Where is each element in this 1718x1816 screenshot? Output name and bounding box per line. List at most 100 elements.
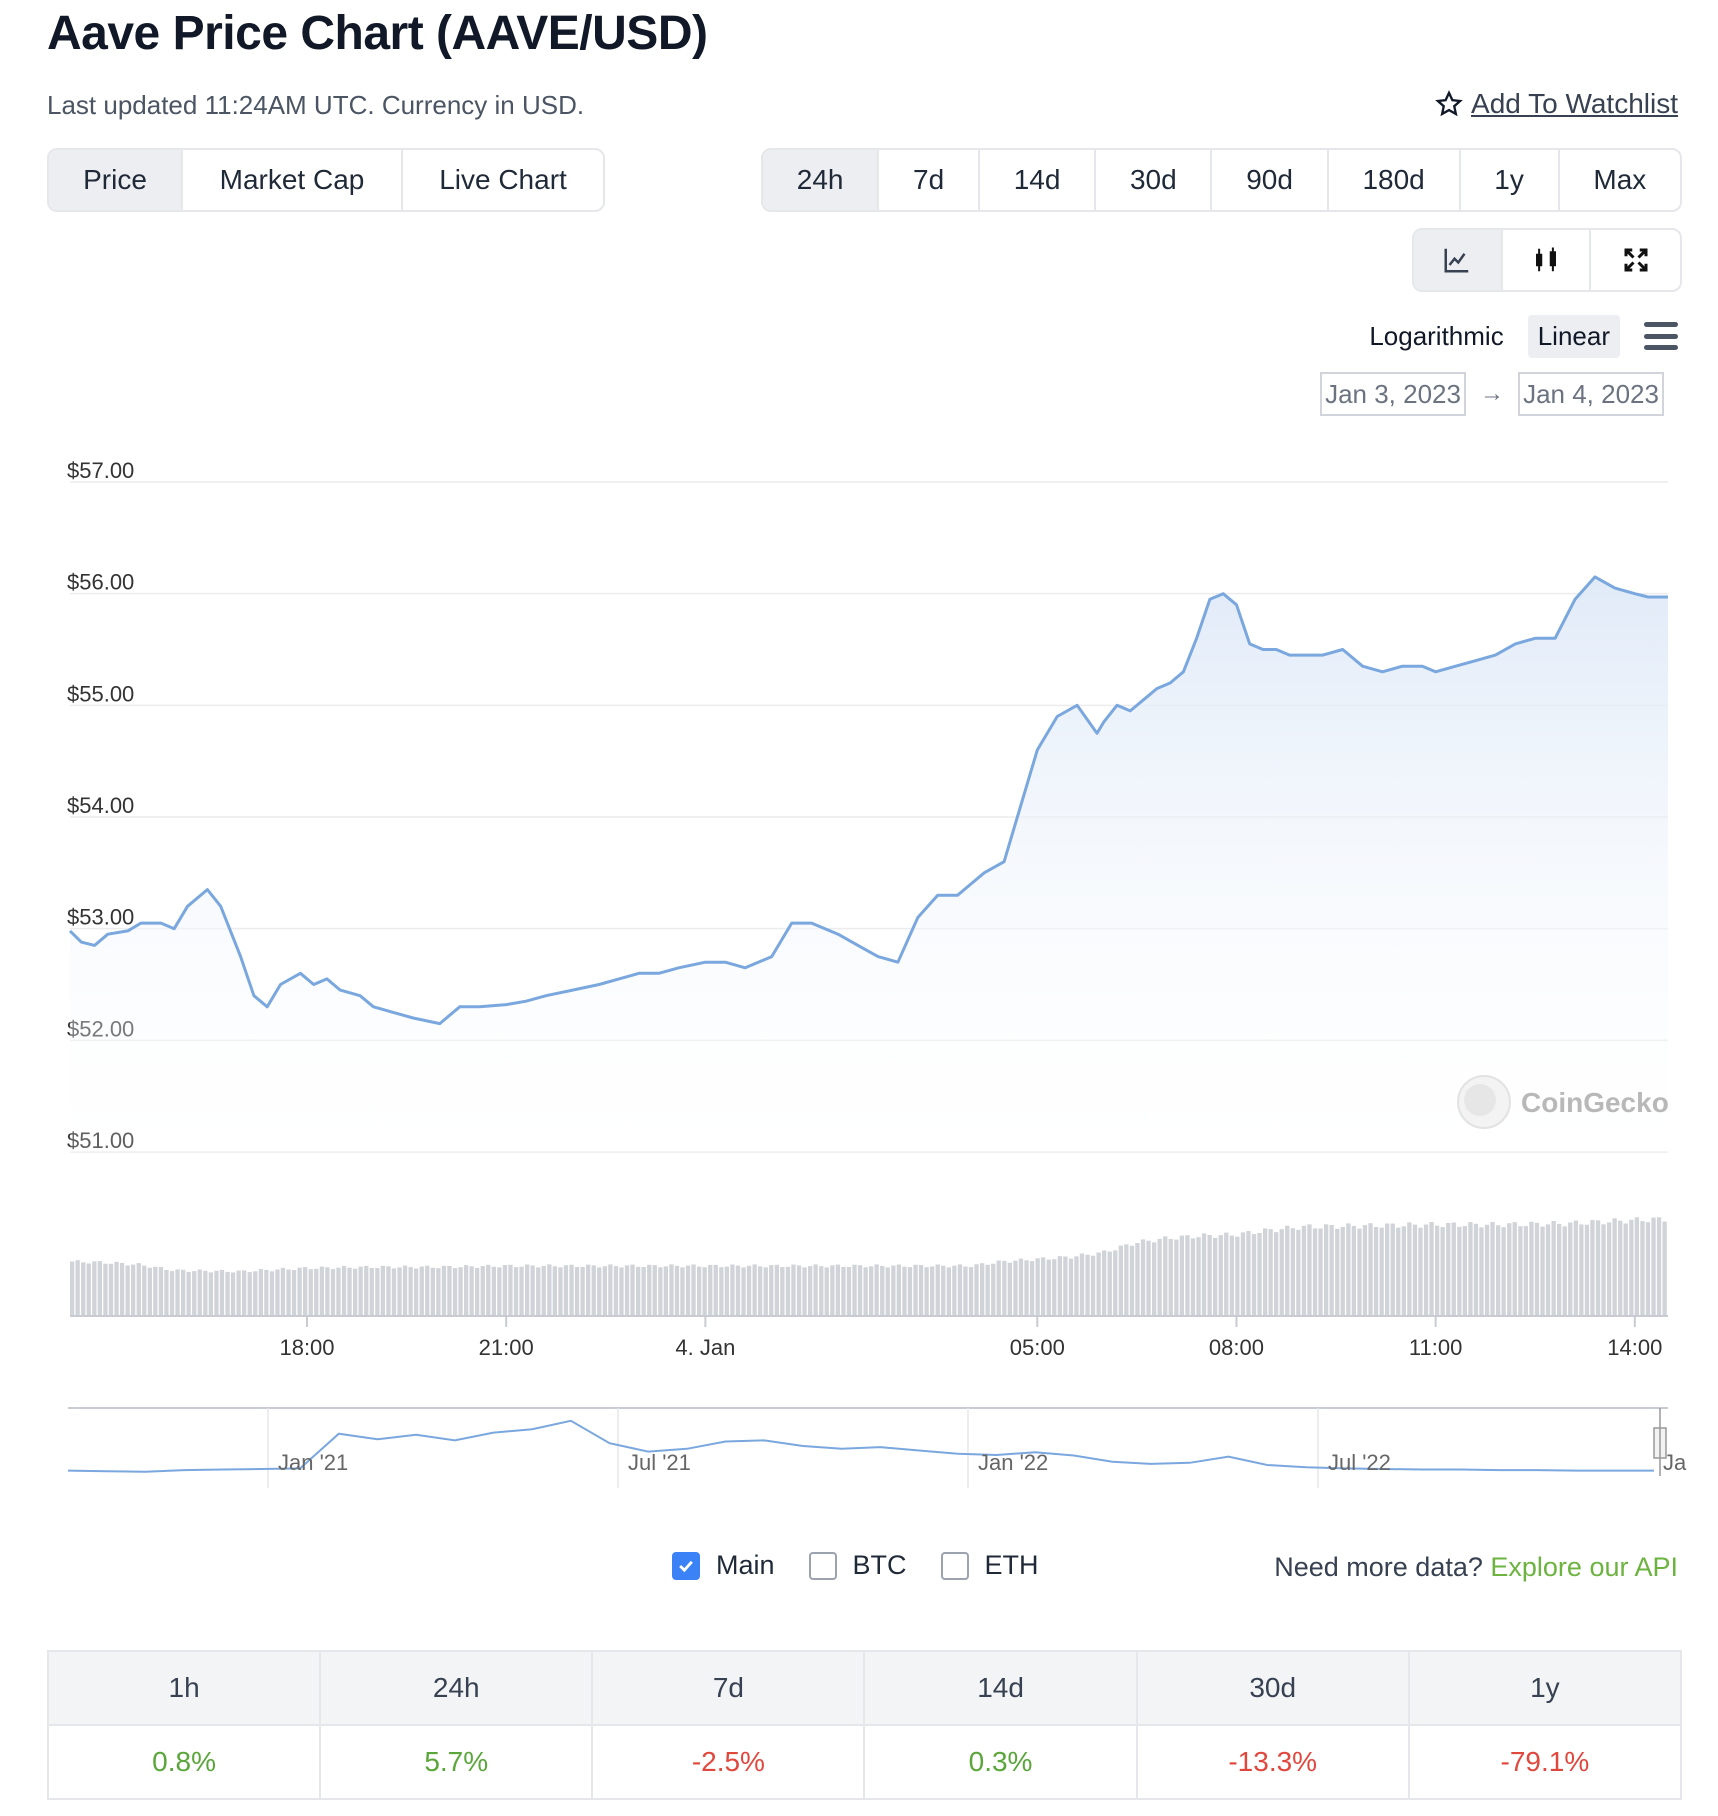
change-7d: -2.5% (591, 1724, 866, 1800)
range-30d[interactable]: 30d (1096, 150, 1213, 210)
range-7d[interactable]: 7d (879, 150, 980, 210)
volume-bar (1357, 1228, 1362, 1315)
volume-bar (613, 1266, 619, 1315)
volume-bar (1545, 1224, 1551, 1315)
volume-bar (136, 1263, 141, 1315)
range-180d[interactable]: 180d (1329, 150, 1461, 210)
volume-bar (963, 1266, 968, 1315)
volume-bar (1418, 1227, 1423, 1315)
line-chart-button[interactable] (1414, 230, 1503, 290)
volume-bar (430, 1267, 435, 1315)
checkbox-icon[interactable] (808, 1551, 837, 1580)
arrow-right-icon: → (1480, 380, 1504, 407)
volume-bar (81, 1262, 86, 1315)
volume-bar (685, 1265, 691, 1315)
volume-bar (131, 1264, 136, 1315)
volume-bar (846, 1267, 852, 1315)
legend-btc[interactable]: BTC (808, 1550, 907, 1581)
range-14d[interactable]: 14d (980, 150, 1097, 210)
volume-bar (1196, 1237, 1201, 1315)
volume-bar (297, 1267, 302, 1315)
header-1y: 1y (1407, 1650, 1683, 1726)
volume-bar (1207, 1235, 1212, 1315)
volume-bar (1046, 1259, 1051, 1315)
volume-bar (1645, 1222, 1651, 1315)
navigator-label: Jul '21 (628, 1450, 691, 1475)
volume-bar (325, 1267, 330, 1315)
tab-price[interactable]: Price (49, 150, 183, 210)
volume-bar (1484, 1224, 1490, 1315)
header-7d: 7d (591, 1650, 866, 1726)
volume-bar (1074, 1256, 1079, 1315)
tab-market-cap[interactable]: Market Cap (183, 150, 403, 210)
legend-eth[interactable]: ETH (940, 1550, 1039, 1581)
volume-bar (1373, 1227, 1379, 1315)
volume-bar (1362, 1225, 1368, 1315)
date-from-input[interactable]: Jan 3, 2023 (1320, 372, 1466, 416)
range-max[interactable]: Max (1593, 164, 1647, 195)
range-24h[interactable]: 24h (763, 150, 880, 210)
volume-bar (1279, 1229, 1284, 1315)
volume-bar (1590, 1220, 1595, 1315)
volume-bar (913, 1264, 918, 1315)
volume-bar (1534, 1222, 1540, 1315)
volume-bar (869, 1266, 874, 1315)
fullscreen-button[interactable] (1591, 230, 1680, 290)
scale-linear[interactable]: Linear (1527, 314, 1620, 358)
date-to-input[interactable]: Jan 4, 2023 (1518, 372, 1664, 416)
volume-bar (1246, 1231, 1251, 1315)
checkbox-checked-icon[interactable] (672, 1551, 700, 1580)
add-to-watchlist-link[interactable]: Add To Watchlist (1435, 88, 1678, 120)
volume-bar (258, 1269, 263, 1315)
volume-bar (630, 1264, 635, 1315)
navigator-line (67, 1419, 1654, 1473)
api-note: Need more data? Explore our API (1274, 1552, 1678, 1583)
volume-bar (397, 1267, 402, 1315)
volume-bar (1557, 1223, 1562, 1315)
price-chart[interactable]: $57.00$56.00$55.00$54.00$53.00$52.00$51.… (0, 440, 1718, 1360)
tab-live-chart[interactable]: Live Chart (439, 164, 567, 195)
volume-bar (1662, 1221, 1667, 1315)
volume-bar (1157, 1238, 1162, 1315)
range-1y[interactable]: 1y (1461, 150, 1560, 210)
volume-bar (735, 1265, 741, 1315)
volume-bar (1623, 1223, 1628, 1315)
volume-bar (341, 1266, 347, 1315)
y-tick-label: $55.00 (67, 681, 134, 706)
hamburger-menu-icon[interactable] (1644, 322, 1678, 350)
volume-bar (253, 1271, 258, 1315)
volume-bar (774, 1264, 779, 1315)
volume-bar (902, 1266, 907, 1315)
checkbox-icon[interactable] (940, 1551, 969, 1580)
volume-bar (380, 1265, 385, 1315)
volume-bar (280, 1267, 286, 1315)
volume-bar (813, 1264, 818, 1315)
volume-bar (486, 1264, 491, 1315)
volume-bar (1129, 1245, 1135, 1315)
change-1h: 0.8% (46, 1724, 322, 1800)
volume-bar (1368, 1223, 1373, 1315)
volume-bar (1268, 1229, 1273, 1315)
volume-bar (852, 1264, 857, 1315)
range-90d[interactable]: 90d (1212, 150, 1329, 210)
volume-bar (208, 1272, 213, 1315)
range-navigator[interactable]: Jan '21 Jul '21 Jan '22 Jul '22 Ja (0, 1400, 1718, 1510)
volume-bar (1013, 1260, 1018, 1315)
volume-bar (86, 1263, 91, 1315)
volume-bar (1041, 1257, 1046, 1315)
x-tick-label: 18:00 (279, 1335, 334, 1360)
volume-bar (1446, 1223, 1451, 1315)
volume-bar (458, 1267, 463, 1315)
volume-bar (1102, 1250, 1107, 1315)
volume-bar (353, 1268, 358, 1315)
candlestick-button[interactable] (1503, 230, 1592, 290)
volume-bar (1296, 1229, 1301, 1315)
legend-main[interactable]: Main (672, 1550, 775, 1581)
volume-bar (1090, 1255, 1096, 1315)
scale-logarithmic[interactable]: Logarithmic (1369, 320, 1504, 351)
volume-bar (1457, 1226, 1462, 1315)
change-1y: -79.1% (1407, 1724, 1683, 1800)
volume-bar (502, 1265, 508, 1315)
explore-api-link[interactable]: Explore our API (1490, 1552, 1678, 1582)
volume-bar (636, 1266, 641, 1315)
